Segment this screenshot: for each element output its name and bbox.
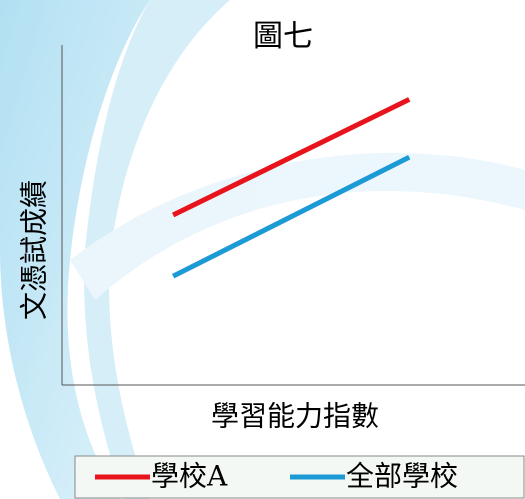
series-line [171,154,411,279]
legend-label: 全部學校 [346,460,458,493]
series-line [172,97,411,218]
legend-label: 學校A [151,460,228,493]
x-axis-label: 學習能力指數 [211,400,379,433]
y-axis-label: 文憑試成績 [18,180,51,320]
chart-title: 圖七 [253,19,313,54]
